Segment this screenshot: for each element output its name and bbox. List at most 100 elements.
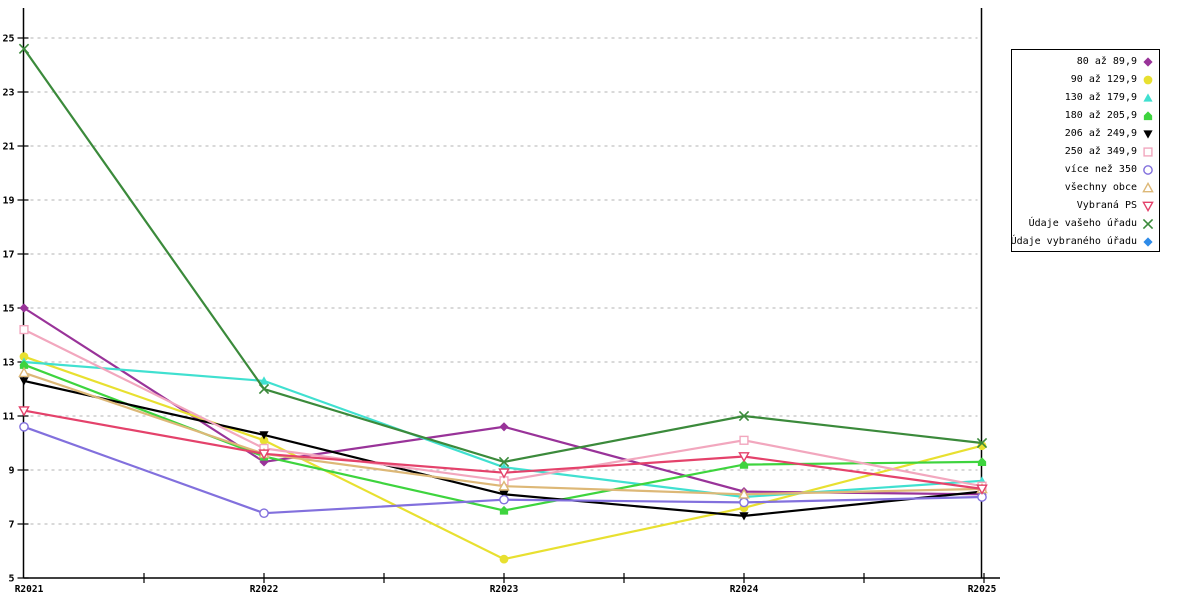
marker bbox=[738, 410, 750, 422]
marker bbox=[739, 512, 749, 521]
legend-item-label: více než 350 bbox=[1064, 164, 1137, 175]
marker bbox=[19, 324, 29, 335]
y-tick-label: 21 bbox=[2, 142, 14, 153]
marker bbox=[498, 480, 510, 491]
series-vybran-ps bbox=[18, 406, 988, 495]
series--daje-va-eho-adu bbox=[18, 43, 988, 468]
marker bbox=[1143, 165, 1153, 175]
legend-item-label: všechny obce bbox=[1064, 182, 1137, 193]
legend-item: 80 až 89,9 bbox=[1012, 53, 1159, 71]
marker bbox=[258, 383, 270, 395]
y-tick-label: 9 bbox=[8, 466, 14, 477]
marker bbox=[499, 505, 509, 515]
diamond-filled-legend-icon bbox=[1143, 57, 1153, 67]
legend-item: 206 až 249,9 bbox=[1012, 125, 1159, 143]
legend-item-label: Vybraná PS bbox=[1076, 200, 1137, 211]
marker bbox=[1143, 147, 1153, 157]
marker bbox=[739, 460, 749, 469]
marker bbox=[18, 43, 30, 54]
legend-item: Údaje vybraného úřadu bbox=[1010, 233, 1159, 251]
marker bbox=[977, 457, 987, 467]
marker bbox=[19, 352, 29, 361]
y-tick-label: 19 bbox=[2, 196, 14, 207]
marker bbox=[1142, 218, 1154, 230]
x-tick-label: R2022 bbox=[250, 584, 279, 595]
marker bbox=[976, 484, 988, 495]
legend-item: více než 350 bbox=[1012, 161, 1159, 179]
y-tick-label: 11 bbox=[2, 412, 14, 423]
legend-item-label: 180 až 205,9 bbox=[1064, 110, 1137, 121]
y-tick-label: 23 bbox=[2, 88, 14, 99]
marker bbox=[259, 435, 269, 445]
marker bbox=[19, 360, 29, 369]
legend-item-label: 130 až 179,9 bbox=[1064, 92, 1137, 103]
legend-item: 180 až 205,9 bbox=[1012, 107, 1159, 125]
legend-item-label: 90 až 129,9 bbox=[1070, 74, 1137, 85]
x-cross-legend-icon bbox=[1142, 218, 1154, 230]
legend-item-label: Údaje vybraného úřadu bbox=[1010, 236, 1137, 247]
marker bbox=[258, 449, 270, 460]
marker bbox=[1143, 111, 1153, 121]
marker bbox=[739, 497, 749, 508]
series-90-a-129-9 bbox=[19, 352, 987, 564]
square-open-legend-icon bbox=[1143, 147, 1153, 157]
legend-item-label: Údaje vašeho úřadu bbox=[1028, 218, 1137, 229]
marker bbox=[976, 437, 988, 449]
marker bbox=[499, 554, 509, 564]
marker bbox=[1142, 201, 1154, 212]
marker bbox=[1143, 75, 1153, 85]
marker bbox=[499, 490, 509, 499]
y-tick-label: 15 bbox=[2, 304, 14, 315]
y-tick-label: 17 bbox=[2, 250, 14, 261]
legend-item: Údaje vašeho úřadu bbox=[1012, 215, 1159, 233]
marker bbox=[1143, 237, 1153, 247]
legend-item: všechny obce bbox=[1012, 179, 1159, 197]
legend-item: Vybraná PS bbox=[1012, 197, 1159, 215]
marker bbox=[739, 435, 749, 445]
marker bbox=[18, 366, 30, 378]
x-tick-label: R2021 bbox=[15, 584, 44, 595]
legend-item-label: 250 až 349,9 bbox=[1064, 146, 1137, 157]
legend-item-label: 206 až 249,9 bbox=[1064, 128, 1137, 139]
y-tick-label: 25 bbox=[2, 34, 14, 45]
marker bbox=[1143, 57, 1153, 67]
y-tick-label: 5 bbox=[8, 574, 14, 585]
marker bbox=[498, 456, 510, 468]
marker bbox=[1142, 182, 1154, 193]
triangle-up-filled-legend-icon bbox=[1143, 93, 1153, 102]
triangle-down-filled-legend-icon bbox=[1143, 130, 1153, 139]
legend-item: 130 až 179,9 bbox=[1012, 89, 1159, 107]
x-tick-label: R2023 bbox=[490, 584, 519, 595]
y-tick-label: 7 bbox=[8, 520, 14, 531]
marker bbox=[1143, 130, 1153, 139]
circle-open-legend-icon bbox=[1143, 165, 1153, 175]
marker bbox=[1143, 93, 1153, 102]
marker bbox=[499, 494, 509, 505]
marker bbox=[18, 406, 30, 417]
marker bbox=[19, 377, 29, 386]
legend-item: 90 až 129,9 bbox=[1012, 71, 1159, 89]
triangle-down-open-legend-icon bbox=[1142, 201, 1154, 212]
circle-filled-legend-icon bbox=[1143, 75, 1153, 85]
marker bbox=[19, 303, 29, 313]
marker bbox=[259, 431, 269, 440]
diamond-filled-legend-icon bbox=[1143, 237, 1153, 247]
series-v-ce-ne-350 bbox=[19, 421, 987, 519]
x-tick-label: R2025 bbox=[968, 584, 997, 595]
marker bbox=[259, 376, 269, 385]
marker bbox=[738, 452, 750, 463]
marker bbox=[499, 422, 509, 432]
y-tick-label: 13 bbox=[2, 358, 14, 369]
x-tick-label: R2024 bbox=[730, 584, 759, 595]
triangle-up-open-legend-icon bbox=[1142, 182, 1154, 193]
marker bbox=[498, 468, 510, 479]
legend-item: 250 až 349,9 bbox=[1012, 143, 1159, 161]
legend-item-label: 80 až 89,9 bbox=[1076, 56, 1137, 67]
marker bbox=[738, 488, 750, 499]
marker bbox=[19, 421, 29, 432]
marker bbox=[259, 508, 269, 519]
chart-legend: 80 až 89,9 90 až 129,9 130 až 179,9 180 až … bbox=[1011, 49, 1160, 252]
pentagon-filled-legend-icon bbox=[1143, 111, 1153, 121]
